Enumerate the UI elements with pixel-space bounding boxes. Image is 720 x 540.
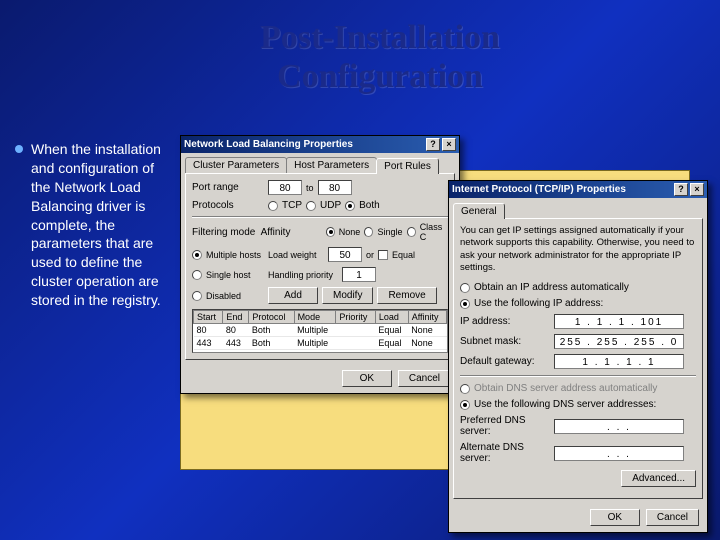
radio-both[interactable] <box>345 201 355 211</box>
label-equal: Equal <box>392 250 415 260</box>
title-line1: Post-Installation <box>180 18 580 57</box>
gateway-label: Default gateway: <box>460 356 550 367</box>
col-end[interactable]: End <box>223 311 249 324</box>
tab-port-rules[interactable]: Port Rules <box>376 158 439 174</box>
col-load[interactable]: Load <box>375 311 408 324</box>
rules-table: Start End Protocol Mode Priority Load Af… <box>193 310 447 350</box>
label-tcp: TCP <box>282 200 302 211</box>
ip-address-label: IP address: <box>460 316 550 327</box>
nlb-tab-body: Port range 80 to 80 Protocols TCP UDP Bo… <box>185 173 455 360</box>
alt-dns-label: Alternate DNS server: <box>460 442 550 464</box>
radio-tcp[interactable] <box>268 201 278 211</box>
radio-obtain-ip[interactable] <box>460 283 470 293</box>
ip-address-input[interactable]: 1 . 1 . 1 . 101 <box>554 314 684 329</box>
radio-disabled[interactable] <box>192 291 202 301</box>
bullet-list: When the installation and configuration … <box>15 140 165 310</box>
col-affinity[interactable]: Affinity <box>408 311 446 324</box>
label-aff-single: Single <box>377 227 402 237</box>
label-both: Both <box>359 200 380 211</box>
col-priority[interactable]: Priority <box>336 311 376 324</box>
port-to-label: to <box>306 183 314 193</box>
rules-table-wrap: Start End Protocol Mode Priority Load Af… <box>192 309 448 353</box>
radio-aff-classc[interactable] <box>407 227 416 237</box>
label-aff-none: None <box>339 227 361 237</box>
alt-dns-input[interactable]: . . . <box>554 446 684 461</box>
pref-dns-label: Preferred DNS server: <box>460 415 550 437</box>
label-or: or <box>366 250 374 260</box>
tab-host-parameters[interactable]: Host Parameters <box>286 157 377 173</box>
nlb-titlebar[interactable]: Network Load Balancing Properties ? × <box>181 136 459 153</box>
subnet-mask-input[interactable]: 255 . 255 . 255 . 0 <box>554 334 684 349</box>
bullet-dot-icon <box>15 145 23 153</box>
col-protocol[interactable]: Protocol <box>249 311 294 324</box>
tcpip-tab-body: You can get IP settings assigned automat… <box>453 218 703 499</box>
close-icon[interactable]: × <box>442 138 456 151</box>
load-weight-input[interactable]: 50 <box>328 247 362 262</box>
ok-button[interactable]: OK <box>590 509 640 526</box>
radio-udp[interactable] <box>306 201 316 211</box>
table-row[interactable]: 8080BothMultipleEqualNone <box>194 324 447 337</box>
checkbox-equal[interactable] <box>378 250 388 260</box>
title-line2: Configuration <box>180 57 580 96</box>
ok-button[interactable]: OK <box>342 370 392 387</box>
label-use-dns: Use the following DNS server addresses: <box>474 399 656 410</box>
nlb-title-text: Network Load Balancing Properties <box>184 139 353 150</box>
radio-use-ip[interactable] <box>460 299 470 309</box>
modify-button[interactable]: Modify <box>322 287 373 304</box>
cancel-button[interactable]: Cancel <box>646 509 699 526</box>
pref-dns-input[interactable]: . . . <box>554 419 684 434</box>
tcpip-titlebar[interactable]: Internet Protocol (TCP/IP) Properties ? … <box>449 181 707 198</box>
subnet-mask-label: Subnet mask: <box>460 336 550 347</box>
affinity-label: Affinity <box>261 227 322 238</box>
label-handling-priority: Handling priority <box>268 270 338 280</box>
col-start[interactable]: Start <box>194 311 223 324</box>
label-aff-classc: Class C <box>420 222 448 242</box>
label-obtain-ip: Obtain an IP address automatically <box>474 282 629 293</box>
help-icon[interactable]: ? <box>426 138 440 151</box>
nlb-dialog: Network Load Balancing Properties ? × Cl… <box>180 135 460 394</box>
port-to-input[interactable]: 80 <box>318 180 352 195</box>
radio-obtain-dns[interactable] <box>460 384 470 394</box>
tab-general[interactable]: General <box>453 203 505 219</box>
label-multiple-hosts: Multiple hosts <box>206 250 264 260</box>
tab-cluster-parameters[interactable]: Cluster Parameters <box>185 157 287 173</box>
protocols-label: Protocols <box>192 200 264 211</box>
tcpip-title-text: Internet Protocol (TCP/IP) Properties <box>452 184 626 195</box>
radio-multiple-hosts[interactable] <box>192 250 202 260</box>
advanced-button[interactable]: Advanced... <box>621 470 696 487</box>
bullet-text: When the installation and configuration … <box>31 140 165 310</box>
port-range-label: Port range <box>192 182 264 193</box>
table-row[interactable]: 443443BothMultipleEqualNone <box>194 337 447 350</box>
label-obtain-dns: Obtain DNS server address automatically <box>474 383 657 394</box>
filtering-label: Filtering mode <box>192 227 257 238</box>
port-from-input[interactable]: 80 <box>268 180 302 195</box>
label-single-host: Single host <box>206 270 264 280</box>
slide-title: Post-Installation Configuration <box>180 18 580 96</box>
tcpip-description: You can get IP settings assigned automat… <box>460 225 696 274</box>
col-mode[interactable]: Mode <box>294 311 336 324</box>
help-icon[interactable]: ? <box>674 183 688 196</box>
radio-aff-single[interactable] <box>364 227 373 237</box>
close-icon[interactable]: × <box>690 183 704 196</box>
label-disabled: Disabled <box>206 291 264 301</box>
tcpip-dialog: Internet Protocol (TCP/IP) Properties ? … <box>448 180 708 533</box>
label-use-ip: Use the following IP address: <box>474 298 603 309</box>
label-load-weight: Load weight <box>268 250 324 260</box>
remove-button[interactable]: Remove <box>377 287 436 304</box>
gateway-input[interactable]: 1 . 1 . 1 . 1 <box>554 354 684 369</box>
radio-aff-none[interactable] <box>326 227 335 237</box>
radio-single-host[interactable] <box>192 270 202 280</box>
add-button[interactable]: Add <box>268 287 318 304</box>
label-udp: UDP <box>320 200 341 211</box>
radio-use-dns[interactable] <box>460 400 470 410</box>
nlb-tabs: Cluster Parameters Host Parameters Port … <box>181 153 459 173</box>
cancel-button[interactable]: Cancel <box>398 370 451 387</box>
handling-priority-input[interactable]: 1 <box>342 267 376 282</box>
